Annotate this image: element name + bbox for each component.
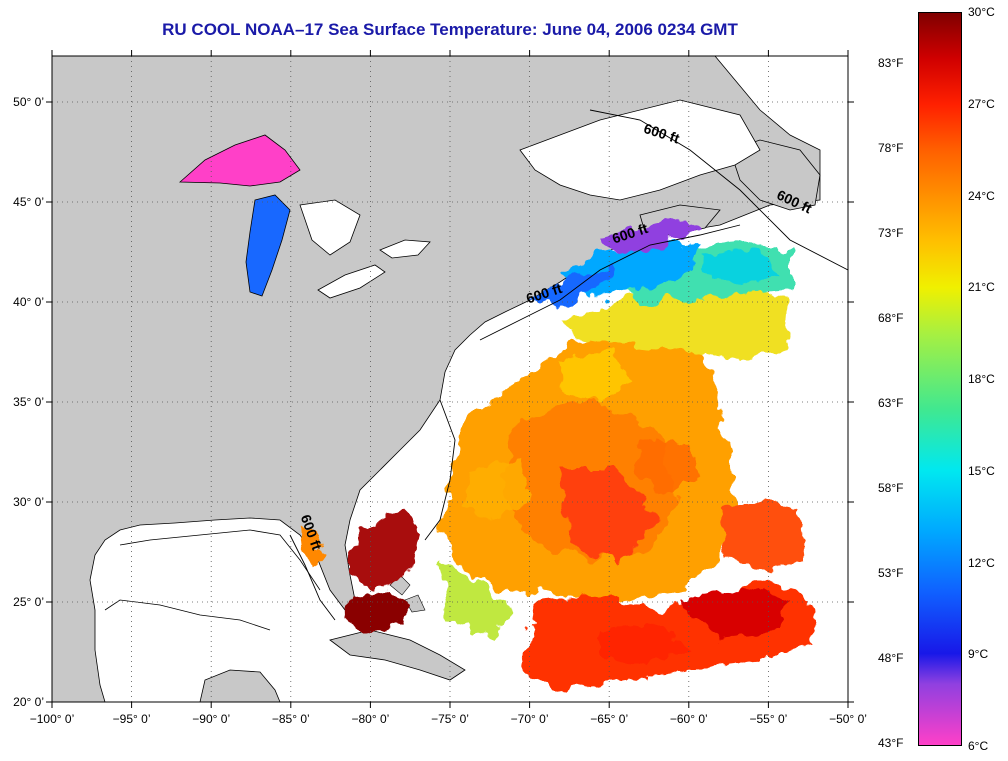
- x-tick-label: −80° 0’: [351, 712, 389, 726]
- gulf-st-lawrence: [519, 99, 761, 201]
- color-scale-bar: [918, 12, 962, 746]
- sst-field: [300, 218, 815, 690]
- lake-huron: [299, 199, 361, 256]
- lake-ontario: [379, 239, 431, 259]
- colorbar-fahrenheit-label: 53°F: [878, 565, 904, 580]
- sst-speckle: [465, 250, 780, 665]
- colorbar-fahrenheit-label: 83°F: [878, 55, 904, 70]
- colorbar-celsius-label: 15°C: [968, 463, 995, 478]
- colorbar-fahrenheit-label: 58°F: [878, 480, 904, 495]
- colorbar-fahrenheit-label: 48°F: [878, 650, 904, 665]
- lake-erie: [317, 264, 386, 299]
- land-north-america: [52, 56, 821, 702]
- colorbar-celsius-label: 6°C: [968, 739, 989, 753]
- colorbar-fahrenheit-label: 43°F: [878, 735, 904, 750]
- map-title: RU COOL NOAA–17 Sea Surface Temperature:…: [162, 20, 738, 39]
- colorbar-celsius-label: 27°C: [968, 96, 995, 111]
- colorbar-fahrenheit-label: 68°F: [878, 310, 904, 325]
- lake-superior: [178, 134, 301, 187]
- map-axes: −100° 0’ −95° 0’ −90° 0’ −85° 0’ −80° 0’ −75°…: [13, 50, 867, 726]
- colorbar-fahrenheit-label: 73°F: [878, 225, 904, 240]
- x-tick-label: −85° 0’: [272, 712, 310, 726]
- colorbar-celsius-label: 30°C: [968, 5, 995, 19]
- colorbar-celsius-label: 24°C: [968, 188, 995, 203]
- x-tick-label: −95° 0’: [113, 712, 151, 726]
- y-tick-label: 45° 0’: [13, 195, 44, 209]
- land-newfoundland: [729, 139, 821, 211]
- colorbar-celsius-label: 21°C: [968, 280, 995, 295]
- y-tick-label: 30° 0’: [13, 495, 44, 509]
- x-tick-label: −70° 0’: [511, 712, 549, 726]
- colorbar-celsius-label: 12°C: [968, 555, 995, 570]
- y-tick-label: 35° 0’: [13, 395, 44, 409]
- land-yucatan: [199, 669, 281, 702]
- x-tick-label: −100° 0’: [30, 712, 75, 726]
- y-tick-label: 20° 0’: [13, 695, 44, 709]
- shelf-contour-600ft: [289, 109, 848, 621]
- x-tick-label: −50° 0’: [829, 712, 867, 726]
- colorbar-fahrenheit-label: 78°F: [878, 140, 904, 155]
- colorbar-fahrenheit-label: 63°F: [878, 395, 904, 410]
- colorbar-celsius-label: 18°C: [968, 372, 995, 386]
- colorbar-celsius-label: 9°C: [968, 647, 989, 662]
- y-tick-label: 50° 0’: [13, 95, 44, 109]
- x-tick-label: −55° 0’: [749, 712, 787, 726]
- y-tick-label: 40° 0’: [13, 295, 44, 309]
- x-tick-label: −60° 0’: [670, 712, 708, 726]
- x-tick-label: −65° 0’: [590, 712, 628, 726]
- land-cuba: [329, 629, 466, 681]
- x-tick-label: −75° 0’: [431, 712, 469, 726]
- lake-michigan: [245, 194, 291, 297]
- x-tick-label: −90° 0’: [192, 712, 230, 726]
- y-tick-label: 25° 0’: [13, 595, 44, 609]
